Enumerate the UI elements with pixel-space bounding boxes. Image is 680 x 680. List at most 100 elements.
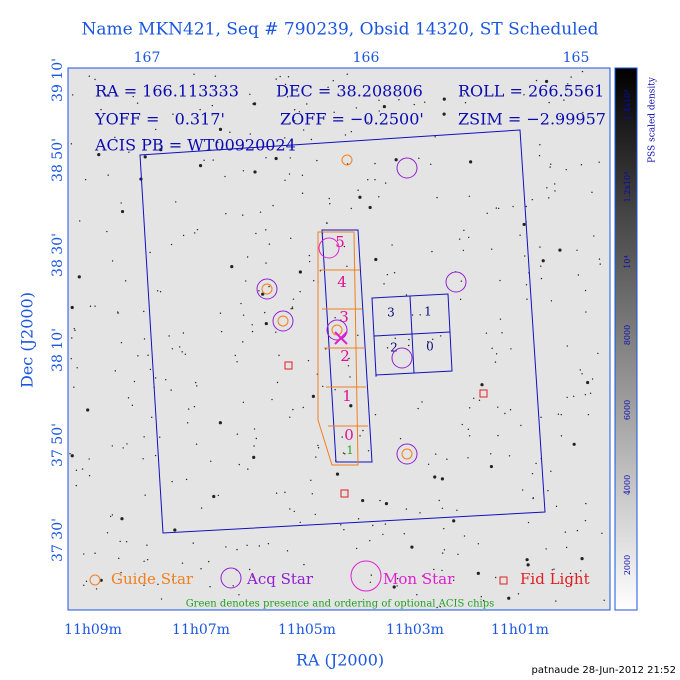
star-dot [438, 499, 440, 502]
star-dot [267, 543, 270, 545]
star-dot [541, 580, 543, 583]
star-dot [446, 458, 448, 460]
star-dot [421, 401, 423, 403]
star-dot [560, 435, 563, 437]
star-dot [184, 353, 187, 356]
star-dot [86, 408, 90, 412]
star-dot [408, 344, 410, 347]
chip-label: 0 [426, 340, 434, 354]
star-dot [546, 187, 548, 189]
star-dot [211, 85, 214, 87]
star-dot [217, 494, 220, 497]
star-dot [418, 157, 420, 159]
star-dot [535, 79, 538, 82]
star-dot [310, 479, 312, 482]
star-dot [224, 175, 226, 178]
star-dot [396, 577, 399, 580]
star-dot [261, 292, 265, 296]
star-dot [232, 585, 234, 587]
star-dot [200, 507, 203, 509]
optional-chip-label: 1 [347, 444, 354, 457]
star-dot [253, 428, 256, 430]
star-dot [340, 524, 342, 526]
star-dot [585, 311, 587, 313]
star-dot [555, 600, 557, 602]
guide-star [277, 315, 289, 327]
star-dot [520, 424, 522, 427]
star-dot [146, 558, 149, 561]
field-of-view [139, 129, 546, 534]
acq-star [256, 278, 278, 300]
star-dot [291, 306, 294, 308]
star-dot [374, 178, 376, 181]
star-dot [308, 254, 311, 257]
bottom-tick: 11h05m [278, 622, 336, 638]
star-dot [303, 563, 305, 566]
star-dot [122, 447, 124, 449]
star-dot [287, 76, 290, 78]
star-dot [289, 508, 291, 510]
star-dot [456, 509, 458, 511]
star-dot [70, 357, 72, 360]
star-dot [290, 308, 292, 310]
star-dot [154, 377, 157, 379]
star-dot [467, 457, 469, 459]
star-dot [541, 259, 545, 263]
star-dot [160, 598, 163, 600]
star-dot [275, 492, 278, 494]
bottom-tick: 11h03m [386, 622, 444, 638]
star-dot [168, 335, 170, 337]
star-dot [463, 535, 466, 537]
left-tick: 38 50' [50, 138, 66, 182]
star-dot [328, 197, 330, 200]
star-dot [157, 583, 159, 586]
star-dot [114, 370, 117, 372]
star-dot [548, 101, 550, 104]
star-dot [477, 543, 480, 545]
star-dot [290, 237, 292, 240]
star-dot [246, 544, 248, 547]
star-dot [159, 148, 163, 152]
star-dot [512, 205, 514, 208]
star-dot [147, 354, 149, 356]
star-dot [220, 91, 222, 94]
star-dot [367, 450, 370, 452]
star-dot [178, 346, 181, 348]
star-dot [242, 401, 245, 403]
legend-mon-marker [350, 560, 382, 592]
star-dot [252, 576, 254, 578]
star-dot [255, 437, 257, 440]
star-dot [284, 137, 286, 139]
star-dot [550, 470, 552, 473]
star-dot [521, 489, 524, 491]
star-dot [544, 79, 549, 84]
star-dot [480, 596, 483, 598]
star-dot [442, 97, 446, 101]
star-dot [210, 460, 212, 463]
star-dot [217, 141, 219, 144]
star-dot [531, 198, 534, 201]
star-dot [317, 447, 320, 449]
star-dot [70, 454, 74, 458]
star-dot [410, 545, 414, 549]
star-dot [586, 380, 590, 385]
star-dot [497, 434, 499, 437]
star-dot [275, 78, 277, 80]
star-dot [557, 413, 560, 415]
star-dot [94, 78, 96, 81]
star-dot [335, 472, 340, 476]
star-dot [268, 243, 271, 245]
star-dot [369, 581, 372, 583]
star-dot [154, 454, 157, 457]
star-dot [120, 517, 124, 521]
acq-star [396, 443, 418, 465]
star-dot [452, 519, 456, 523]
left-tick: 37 30' [50, 518, 66, 562]
star-dot [490, 248, 493, 250]
star-dot [580, 570, 582, 572]
star-dot [278, 354, 280, 357]
star-dot [170, 389, 172, 391]
star-dot [431, 250, 433, 253]
star-dot [539, 144, 541, 146]
star-dot [249, 93, 251, 96]
